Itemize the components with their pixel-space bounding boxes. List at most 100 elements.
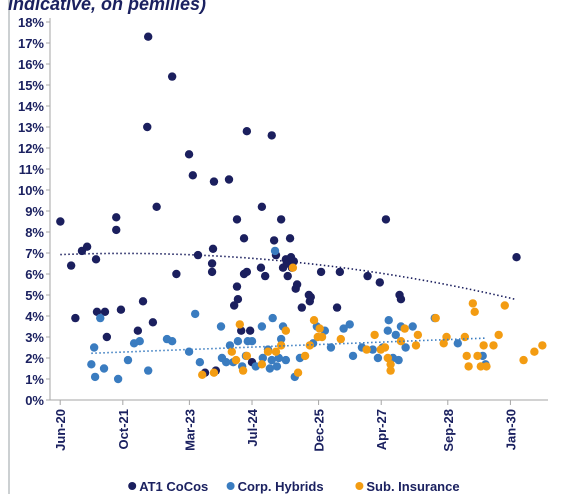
data-point: [224, 175, 234, 184]
data-point: [408, 322, 417, 331]
data-point: [167, 337, 177, 346]
data-point: [348, 351, 358, 361]
data-point: [336, 334, 346, 344]
data-point: [289, 257, 299, 266]
x-tick-label: Oct-21: [116, 409, 131, 449]
trend-line: [91, 337, 486, 355]
data-point: [100, 307, 110, 316]
y-tick-label: 9%: [25, 204, 44, 219]
y-tick-label: 6%: [25, 267, 44, 282]
data-point: [99, 364, 109, 373]
data-point: [439, 339, 448, 348]
data-point: [384, 316, 393, 325]
data-point: [276, 334, 286, 344]
legend-marker: [355, 482, 364, 490]
data-point: [309, 316, 319, 325]
data-point: [184, 347, 194, 356]
data-point: [267, 355, 276, 365]
data-point: [297, 303, 307, 312]
data-point: [538, 341, 547, 350]
data-point: [363, 271, 372, 281]
data-point: [332, 303, 342, 312]
data-point: [270, 246, 280, 256]
data-point: [135, 337, 144, 346]
y-tick-label: 0%: [25, 393, 44, 408]
data-point: [112, 225, 121, 235]
data-point: [489, 341, 498, 350]
y-tick-label: 14%: [18, 99, 44, 114]
y-tick-label: 12%: [18, 141, 44, 156]
data-point: [316, 267, 326, 277]
data-point: [276, 215, 286, 224]
y-tick-label: 3%: [25, 330, 44, 345]
x-tick-label: Jan-30: [503, 409, 518, 450]
data-point: [92, 307, 102, 316]
data-point: [258, 353, 268, 363]
data-point: [82, 242, 92, 251]
data-point: [274, 353, 283, 363]
x-tick-label: Dec-25: [312, 409, 327, 452]
data-point: [207, 267, 217, 277]
data-point: [239, 234, 249, 243]
data-point: [152, 202, 161, 211]
y-tick-label: 7%: [25, 246, 44, 261]
y-tick-label: 5%: [25, 288, 44, 303]
data-point: [247, 337, 257, 346]
data-point: [335, 267, 345, 277]
data-point: [87, 360, 96, 369]
data-point: [237, 326, 246, 335]
data-point: [268, 313, 277, 323]
data-point: [276, 341, 286, 350]
data-point: [256, 263, 266, 272]
y-tick-label: 18%: [18, 15, 44, 30]
data-point: [368, 345, 377, 354]
data-point: [453, 339, 462, 348]
data-point: [468, 299, 478, 308]
data-point: [470, 307, 479, 316]
data-point: [381, 215, 391, 224]
data-point: [293, 368, 303, 377]
x-tick-label: Apr-27: [374, 409, 389, 450]
data-point: [231, 355, 241, 365]
data-point: [283, 271, 292, 281]
data-point: [431, 313, 440, 323]
legend-marker: [128, 482, 137, 490]
data-point: [221, 358, 231, 367]
data-point: [269, 236, 279, 245]
data-point: [71, 313, 80, 323]
data-point: [143, 122, 152, 132]
data-point: [373, 353, 383, 363]
data-point: [143, 366, 153, 375]
data-point: [396, 295, 406, 304]
y-tick-label: 16%: [18, 57, 44, 72]
data-point: [281, 355, 291, 365]
y-tick-label: 2%: [25, 351, 44, 366]
data-point: [242, 127, 252, 136]
data-point: [362, 345, 371, 354]
data-point: [216, 322, 226, 331]
data-point: [317, 332, 327, 342]
data-point: [188, 171, 198, 180]
data-point: [339, 324, 348, 333]
data-point: [383, 326, 392, 335]
data-point: [233, 337, 243, 346]
data-point: [326, 343, 336, 352]
data-point: [285, 234, 295, 243]
data-point: [400, 324, 409, 333]
data-point: [245, 326, 255, 335]
data-point: [56, 217, 65, 226]
data-point: [233, 295, 243, 304]
data-point: [345, 320, 354, 329]
x-tick-label: Jun-20: [53, 409, 68, 451]
y-tick-label: 1%: [25, 372, 44, 387]
data-point: [172, 269, 181, 279]
data-point: [148, 318, 158, 327]
y-tick-label: 11%: [19, 162, 45, 177]
data-point: [267, 131, 276, 140]
data-point: [473, 351, 482, 361]
data-point: [89, 343, 99, 352]
data-point: [479, 341, 488, 350]
data-point: [143, 32, 153, 41]
